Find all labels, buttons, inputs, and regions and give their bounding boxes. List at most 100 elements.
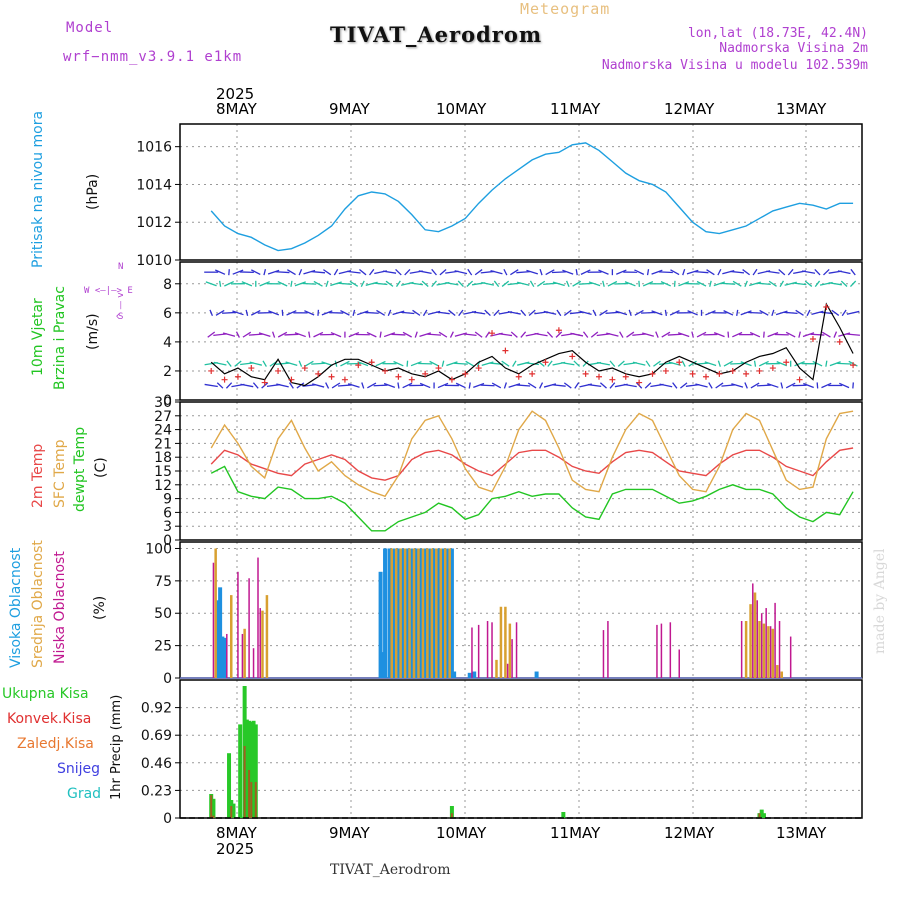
y-tick-label: 15 bbox=[154, 464, 172, 480]
wind-arrow bbox=[501, 360, 510, 367]
wind-arrow bbox=[582, 331, 589, 338]
precip-legend-1: Konvek.Kisa bbox=[7, 711, 92, 727]
wind-arrow bbox=[375, 360, 386, 367]
cloud-bar bbox=[445, 548, 450, 678]
wind-arrow bbox=[333, 268, 339, 276]
wind-arrow bbox=[268, 310, 280, 316]
wind-gust-mark bbox=[208, 367, 215, 374]
wind-arrow bbox=[672, 382, 678, 389]
wind-arrow bbox=[705, 310, 716, 316]
cloud-bar bbox=[602, 630, 605, 678]
cloud-bar bbox=[774, 602, 776, 678]
top-day-9: 9MAY bbox=[329, 100, 370, 118]
cloud-bar bbox=[409, 548, 414, 678]
wind-arrow bbox=[347, 270, 361, 274]
wind-gust-mark bbox=[596, 373, 603, 380]
wind-compass-s: S bbox=[118, 312, 124, 322]
wind-arrow bbox=[801, 270, 816, 274]
wind-arrow bbox=[517, 281, 530, 286]
model-label: Model bbox=[66, 20, 114, 36]
wind-arrow bbox=[831, 309, 840, 316]
cloud-bar bbox=[436, 548, 441, 678]
cloud-bar bbox=[257, 557, 259, 678]
wind-arrow bbox=[706, 269, 715, 276]
wind-arrow bbox=[302, 282, 317, 285]
wind-arrow bbox=[242, 331, 252, 338]
precip-bar bbox=[450, 813, 453, 818]
wind-gust-mark bbox=[609, 376, 616, 383]
wind-arrow bbox=[678, 281, 690, 287]
wind-arrow bbox=[819, 311, 834, 315]
wind-arrow bbox=[429, 360, 439, 367]
wind-arrow bbox=[825, 360, 828, 367]
wind-arrow bbox=[792, 282, 807, 286]
wind-arrow bbox=[277, 280, 288, 287]
wind-arrow bbox=[536, 280, 546, 287]
wind-arrow bbox=[615, 310, 628, 316]
wind-arrow bbox=[379, 331, 382, 338]
cloud-bar bbox=[744, 621, 748, 678]
wind-arrow bbox=[205, 281, 217, 287]
wind-gust-mark bbox=[489, 330, 496, 337]
wind-arrow bbox=[823, 268, 830, 276]
wind-arrow bbox=[209, 309, 214, 317]
wind-arrow bbox=[501, 280, 510, 287]
wind-arrow bbox=[276, 383, 289, 388]
wind-arrow bbox=[804, 280, 813, 287]
cloud-bar bbox=[607, 621, 609, 678]
wind-arrow bbox=[214, 269, 226, 275]
lonlat-label: lon,lat (18.73E, 42.4N) bbox=[687, 26, 868, 41]
wind-arrow bbox=[383, 332, 396, 338]
wind-arrow bbox=[588, 281, 601, 287]
wind-arrow bbox=[516, 384, 531, 387]
wind-arrow bbox=[402, 382, 413, 389]
wind-arrow bbox=[436, 311, 450, 315]
wind-arrow bbox=[730, 270, 745, 274]
wind-arrow bbox=[526, 269, 539, 275]
panel-4: 0 0.23 0.46 0.69 0.92 bbox=[141, 679, 863, 827]
wind-gust-mark bbox=[582, 370, 589, 377]
wind-arrow bbox=[468, 382, 471, 389]
temp-dewpt-line bbox=[210, 465, 854, 532]
wind-gust-mark bbox=[502, 347, 509, 354]
wind-arrow bbox=[304, 310, 315, 316]
wind-arrow bbox=[290, 280, 293, 287]
cloud-bar bbox=[230, 595, 233, 678]
cloud-bar bbox=[656, 624, 658, 678]
wind-gust-mark bbox=[783, 359, 790, 366]
wind-arrow bbox=[348, 331, 360, 338]
wind-arrow bbox=[512, 360, 517, 367]
wind-arrow bbox=[599, 309, 608, 316]
cloud-bar bbox=[391, 548, 396, 678]
cloud-bar bbox=[449, 548, 454, 678]
wind-gust-mark bbox=[328, 373, 335, 380]
wind-arrow bbox=[366, 331, 377, 338]
cloud-bar bbox=[534, 671, 539, 678]
wind-arrow bbox=[385, 280, 394, 287]
wind-arrow bbox=[382, 270, 397, 274]
wind-arrow bbox=[222, 311, 237, 314]
wind-arrow bbox=[204, 383, 218, 388]
wind-arrow bbox=[213, 361, 227, 366]
wind-arrow bbox=[383, 382, 396, 389]
wind-arrow bbox=[534, 332, 548, 337]
cloud-bar bbox=[765, 608, 767, 678]
cloud-bar bbox=[248, 578, 250, 678]
wind-arrow bbox=[241, 281, 253, 287]
wind-arrow bbox=[218, 280, 222, 287]
wind-arrow bbox=[561, 362, 575, 366]
elevation-label: Nadmorska Visina 2m bbox=[719, 41, 868, 56]
wind-arrow bbox=[609, 382, 616, 389]
wind-arrow bbox=[323, 269, 332, 276]
wind-arrow bbox=[503, 382, 507, 389]
wind-arrow bbox=[846, 333, 860, 336]
wind-arrow bbox=[841, 309, 847, 317]
cloud-bar bbox=[396, 548, 401, 678]
cloud-bar bbox=[762, 623, 766, 678]
wind-arrow bbox=[556, 309, 562, 317]
wind-arrow bbox=[410, 361, 422, 367]
y-tick-label: 8 bbox=[163, 277, 172, 293]
precip-legend-2: Zaledj.Kisa bbox=[17, 736, 94, 752]
wind-arrow bbox=[660, 281, 671, 287]
wind-arrow bbox=[222, 332, 236, 337]
